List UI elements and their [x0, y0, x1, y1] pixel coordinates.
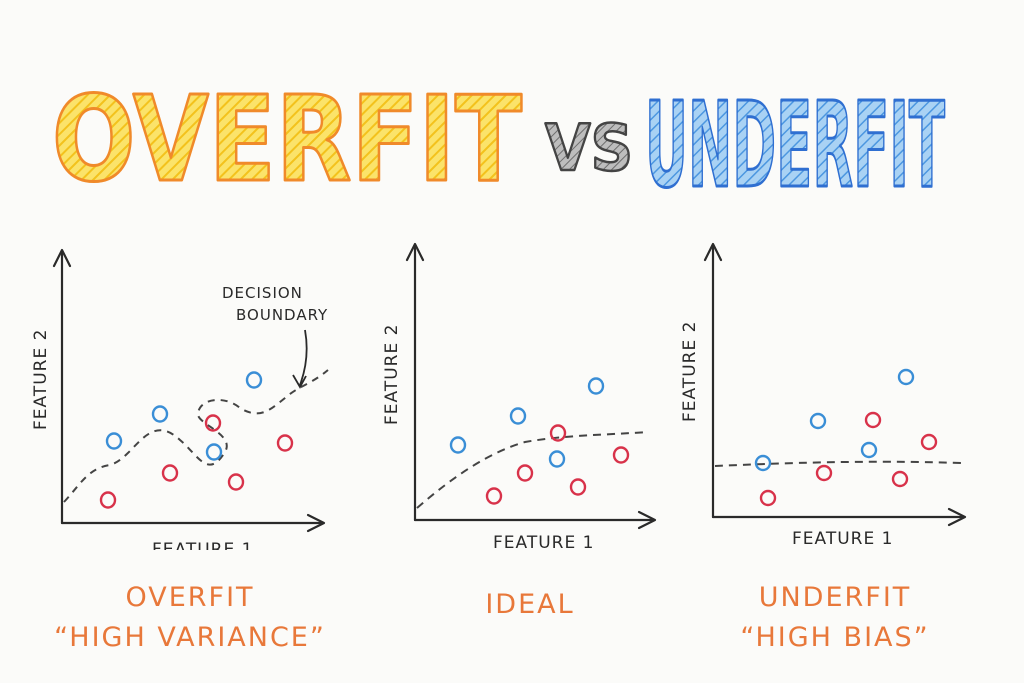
blue-point [897, 368, 915, 386]
title-underfit: UNDERFIT [645, 76, 945, 214]
blue-point [449, 436, 467, 454]
red-point [276, 434, 294, 452]
decision-boundary-label-line1: DECISION [222, 284, 303, 302]
red-point [612, 446, 630, 464]
red-point [759, 489, 777, 507]
blue-point [548, 450, 566, 468]
underfit-caption: UNDERFIT “HIGH BIAS” [700, 578, 970, 658]
caption-line1: UNDERFIT [758, 582, 912, 613]
x-axis-label: FEATURE 1 [152, 540, 253, 550]
title-vs: VS [545, 112, 633, 186]
x-axis-label: FEATURE 1 [493, 533, 594, 550]
y-axis-label: FEATURE 2 [382, 324, 402, 425]
underfit-panel: FEATURE 1 FEATURE 2 [665, 230, 1005, 550]
decision-boundary-label-line2: BOUNDARY [236, 306, 328, 324]
data-points [449, 377, 630, 505]
blue-point [809, 412, 827, 430]
red-point [485, 487, 503, 505]
decision-boundary [416, 431, 649, 509]
red-point [920, 433, 938, 451]
overfit-caption: OVERFIT “HIGH VARIANCE” [40, 578, 340, 658]
caption-line2: “HIGH BIAS” [740, 622, 930, 653]
annotation-arrowhead [292, 374, 307, 389]
decision-boundary [63, 369, 329, 503]
ideal-caption: IDEAL [420, 585, 640, 625]
ideal-panel: FEATURE 1 FEATURE 2 [345, 230, 685, 550]
caption-line2: “HIGH VARIANCE” [54, 622, 326, 653]
red-point [815, 464, 833, 482]
caption-line1: IDEAL [485, 589, 575, 620]
red-point [549, 424, 567, 442]
blue-point [245, 371, 263, 389]
overfit-panel: DECISION BOUNDARY FEATURE 1 FEATURE 2 [0, 230, 340, 550]
red-point [864, 411, 882, 429]
y-axis-label: FEATURE 2 [680, 321, 700, 422]
red-point [516, 464, 534, 482]
red-point [569, 478, 587, 496]
blue-point [151, 405, 169, 423]
blue-point [105, 432, 123, 450]
blue-point [509, 407, 527, 425]
annotation-arrow [299, 329, 308, 386]
red-point [227, 473, 245, 491]
y-axis-arrow [703, 242, 723, 262]
blue-point [860, 441, 878, 459]
data-points [754, 368, 938, 507]
caption-line1: OVERFIT [125, 582, 255, 613]
y-axis-arrow [405, 242, 425, 262]
blue-point [205, 443, 223, 461]
x-axis-arrow [947, 507, 967, 527]
red-point [99, 491, 117, 509]
blue-point [754, 454, 772, 472]
y-axis-label: FEATURE 2 [31, 329, 51, 430]
x-axis-arrow [637, 510, 657, 530]
title-banner: OVERFIT VS UNDERFIT [51, 69, 947, 216]
data-points [99, 371, 294, 509]
decision-boundary [714, 460, 962, 467]
red-point [891, 470, 909, 488]
y-axis-arrow [52, 248, 72, 268]
x-axis-arrow [306, 513, 326, 533]
title-overfit: OVERFIT [52, 70, 522, 208]
x-axis-label: FEATURE 1 [792, 529, 893, 549]
red-point [161, 464, 179, 482]
red-point [204, 414, 222, 432]
blue-point [587, 377, 605, 395]
